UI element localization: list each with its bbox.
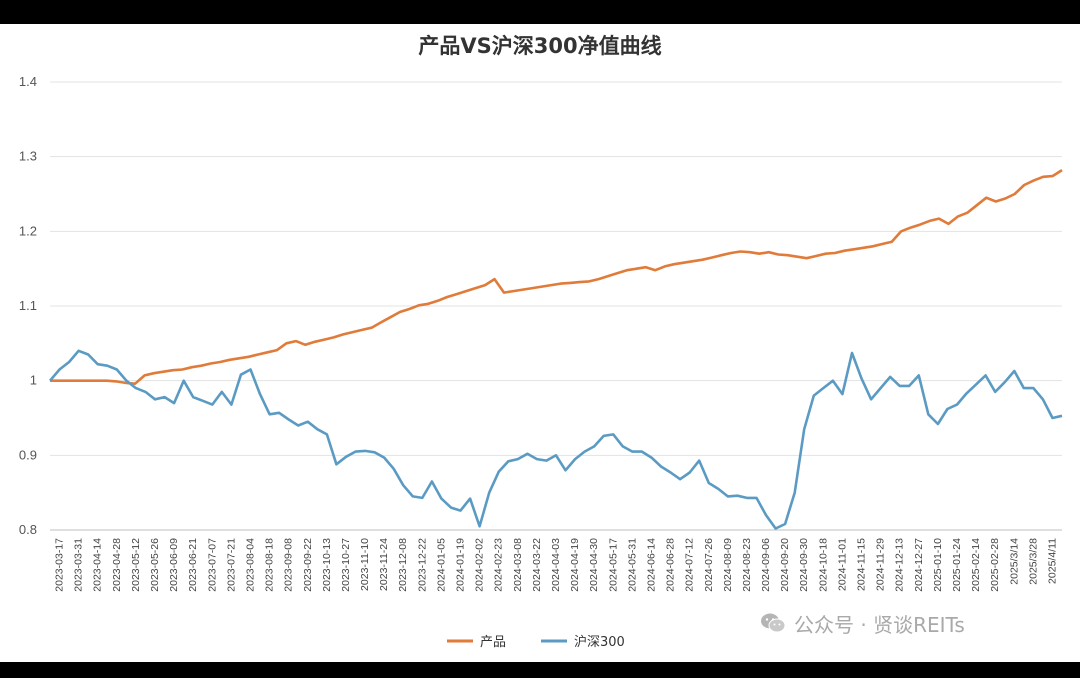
x-tick-label-29: 2024-05-17 bbox=[607, 538, 619, 592]
x-tick-label-19: 2023-12-22 bbox=[416, 538, 428, 592]
x-tick-label-15: 2023-10-27 bbox=[340, 538, 352, 592]
x-tick-label-51: 2025/3/28 bbox=[1027, 538, 1039, 585]
x-tick-label-5: 2023-05-26 bbox=[149, 538, 161, 592]
x-tick-label-31: 2024-06-14 bbox=[645, 538, 657, 592]
x-tick-label-14: 2023-10-13 bbox=[321, 538, 333, 592]
x-tick-label-7: 2023-06-21 bbox=[187, 538, 199, 592]
x-tick-label-44: 2024-12-13 bbox=[894, 538, 906, 592]
x-tick-label-30: 2024-05-31 bbox=[626, 538, 638, 592]
x-tick-label-6: 2023-06-09 bbox=[168, 538, 180, 592]
x-tick-label-4: 2023-05-12 bbox=[130, 538, 142, 592]
x-tick-label-49: 2025-02-28 bbox=[989, 538, 1001, 592]
x-tick-label-42: 2024-11-15 bbox=[856, 538, 868, 591]
watermark-text: 公众号 · 贤谈REITs bbox=[794, 612, 965, 637]
x-tick-label-24: 2024-03-08 bbox=[512, 538, 524, 592]
x-tick-label-33: 2024-07-12 bbox=[684, 538, 696, 592]
y-tick-label-0: 0.8 bbox=[19, 522, 37, 537]
x-tick-label-48: 2025-02-14 bbox=[970, 538, 982, 592]
x-tick-label-8: 2023-07-07 bbox=[206, 538, 218, 592]
x-tick-label-43: 2024-11-29 bbox=[875, 538, 887, 591]
y-tick-label-6: 1.4 bbox=[19, 74, 37, 89]
x-tick-label-32: 2024-06-28 bbox=[665, 538, 677, 592]
x-tick-label-34: 2024-07-26 bbox=[703, 538, 715, 592]
x-tick-label-46: 2025-01-10 bbox=[932, 538, 944, 592]
x-tick-label-47: 2025-01-24 bbox=[951, 538, 963, 592]
x-tick-label-41: 2024-11-01 bbox=[836, 538, 848, 591]
series-line-1 bbox=[49, 349, 1063, 530]
chart-title: 产品VS沪深300净值曲线 bbox=[418, 34, 662, 58]
x-tick-label-39: 2024-09-30 bbox=[798, 538, 810, 592]
x-tick-label-1: 2023-03-31 bbox=[73, 538, 85, 592]
series-line-0 bbox=[50, 169, 1063, 386]
x-tick-label-3: 2023-04-28 bbox=[111, 538, 123, 592]
x-tick-label-21: 2024-01-19 bbox=[455, 538, 467, 592]
y-tick-label-3: 1.1 bbox=[19, 298, 37, 313]
x-tick-label-28: 2024-04-30 bbox=[588, 538, 600, 592]
x-tick-label-37: 2024-09-06 bbox=[760, 538, 772, 592]
y-tick-label-2: 1 bbox=[30, 373, 37, 388]
x-tick-label-9: 2023-07-21 bbox=[225, 538, 237, 592]
chart-panel bbox=[0, 24, 1080, 662]
x-tick-label-12: 2023-09-08 bbox=[283, 538, 295, 592]
wechat-icon bbox=[761, 613, 786, 633]
legend-label-0: 产品 bbox=[480, 635, 506, 650]
x-tick-label-11: 2023-08-18 bbox=[264, 538, 276, 592]
x-tick-label-27: 2024-04-19 bbox=[569, 538, 581, 592]
x-tick-label-13: 2023-09-22 bbox=[302, 538, 314, 592]
x-tick-label-40: 2024-10-18 bbox=[817, 538, 829, 592]
x-tick-label-36: 2024-08-23 bbox=[741, 538, 753, 592]
watermark: 公众号 · 贤谈REITs bbox=[760, 608, 965, 638]
x-tick-label-25: 2024-03-22 bbox=[531, 538, 543, 592]
x-tick-label-38: 2024-09-20 bbox=[779, 538, 791, 592]
x-tick-label-50: 2025/3/14 bbox=[1008, 538, 1020, 585]
legend-label-1: 沪深300 bbox=[574, 634, 625, 650]
x-tick-label-0: 2023-03-17 bbox=[54, 538, 66, 592]
x-tick-label-20: 2024-01-05 bbox=[435, 538, 447, 592]
x-tick-label-26: 2024-04-03 bbox=[550, 538, 562, 592]
x-tick-label-16: 2023-11-10 bbox=[359, 538, 371, 591]
x-tick-label-22: 2024-02-02 bbox=[474, 538, 486, 592]
x-tick-label-52: 2025/4/11 bbox=[1046, 538, 1058, 584]
x-tick-label-2: 2023-04-14 bbox=[92, 538, 104, 592]
x-tick-label-17: 2023-11-24 bbox=[378, 538, 390, 591]
y-tick-label-1: 0.9 bbox=[19, 447, 37, 462]
y-tick-label-5: 1.3 bbox=[19, 149, 37, 164]
x-tick-label-23: 2024-02-23 bbox=[493, 538, 505, 592]
x-tick-label-35: 2024-08-09 bbox=[722, 538, 734, 592]
x-tick-label-18: 2023-12-08 bbox=[397, 538, 409, 592]
x-tick-label-45: 2024-12-27 bbox=[913, 538, 925, 592]
y-tick-label-4: 1.2 bbox=[19, 223, 37, 238]
x-tick-label-10: 2023-08-04 bbox=[244, 538, 256, 592]
